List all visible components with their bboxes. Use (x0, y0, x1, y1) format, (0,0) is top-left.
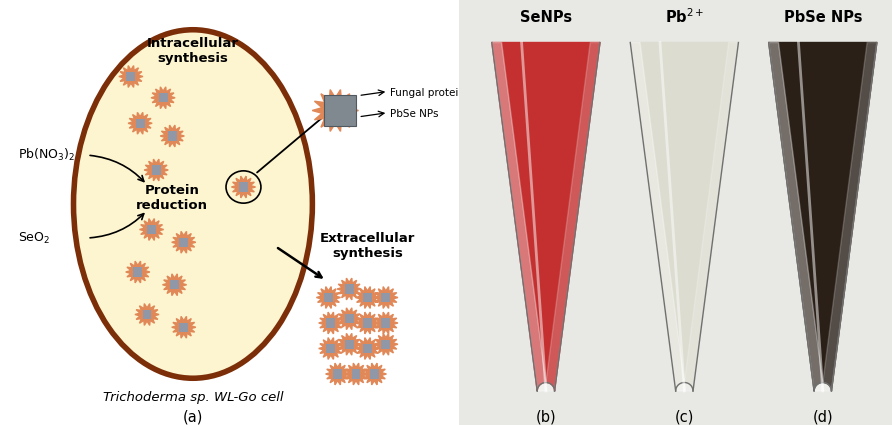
Polygon shape (179, 323, 188, 332)
Polygon shape (545, 42, 600, 391)
Text: PbSe NPs: PbSe NPs (390, 109, 438, 119)
Ellipse shape (73, 30, 312, 378)
Text: (b): (b) (535, 409, 557, 424)
Polygon shape (370, 369, 379, 379)
Text: Pb$^{2+}$: Pb$^{2+}$ (665, 8, 704, 26)
Polygon shape (351, 369, 360, 379)
Polygon shape (334, 369, 343, 379)
Polygon shape (139, 218, 163, 241)
Text: SeO$_2$: SeO$_2$ (19, 230, 51, 246)
Polygon shape (168, 131, 177, 141)
Polygon shape (382, 340, 391, 349)
Polygon shape (382, 318, 391, 328)
Polygon shape (171, 231, 196, 253)
Polygon shape (135, 303, 159, 326)
Text: (d): (d) (813, 409, 833, 424)
Polygon shape (337, 333, 361, 355)
Text: Pb(NO$_3$)$_2$: Pb(NO$_3$)$_2$ (19, 147, 76, 163)
Polygon shape (159, 93, 168, 102)
Polygon shape (318, 312, 343, 334)
Text: (a): (a) (183, 409, 203, 424)
Polygon shape (769, 42, 824, 391)
Polygon shape (326, 344, 335, 353)
Text: PbSe NPs: PbSe NPs (783, 9, 862, 25)
Polygon shape (312, 90, 359, 131)
Polygon shape (355, 312, 380, 334)
Polygon shape (344, 284, 353, 294)
Polygon shape (326, 102, 344, 119)
Polygon shape (769, 42, 877, 391)
Text: Extracellular
synthesis: Extracellular synthesis (320, 232, 415, 261)
Polygon shape (363, 318, 372, 328)
Polygon shape (324, 293, 333, 302)
Polygon shape (631, 42, 685, 391)
Polygon shape (152, 165, 161, 175)
Polygon shape (344, 363, 368, 385)
Polygon shape (344, 340, 353, 349)
Polygon shape (363, 344, 372, 353)
Polygon shape (374, 286, 398, 309)
Polygon shape (344, 314, 353, 323)
Polygon shape (231, 176, 255, 198)
Text: Fungal protein: Fungal protein (390, 88, 465, 98)
Polygon shape (382, 293, 391, 302)
Text: SeNPs: SeNPs (520, 9, 572, 25)
Polygon shape (179, 238, 188, 247)
Text: (c): (c) (674, 409, 694, 424)
Polygon shape (374, 333, 398, 355)
Polygon shape (133, 267, 143, 277)
Polygon shape (170, 280, 179, 289)
Polygon shape (337, 308, 361, 330)
Polygon shape (374, 312, 398, 334)
Polygon shape (143, 310, 152, 319)
Polygon shape (317, 286, 341, 309)
Polygon shape (128, 112, 153, 134)
Text: Trichoderma sp. WL-Go cell: Trichoderma sp. WL-Go cell (103, 391, 283, 404)
Polygon shape (161, 125, 185, 147)
Bar (324, 95, 356, 127)
Text: Protein
reduction: Protein reduction (136, 184, 208, 212)
Polygon shape (318, 337, 343, 360)
Polygon shape (337, 278, 361, 300)
Polygon shape (822, 42, 877, 391)
Polygon shape (147, 225, 156, 234)
Polygon shape (126, 261, 150, 283)
Polygon shape (171, 316, 196, 338)
Text: Intracellular
synthesis: Intracellular synthesis (147, 37, 239, 65)
Polygon shape (355, 337, 380, 360)
Polygon shape (631, 42, 739, 391)
Polygon shape (491, 42, 547, 391)
Polygon shape (362, 363, 386, 385)
Polygon shape (363, 293, 372, 302)
Polygon shape (355, 286, 380, 309)
Polygon shape (326, 363, 350, 385)
Polygon shape (151, 87, 175, 109)
Polygon shape (239, 182, 248, 192)
Polygon shape (162, 274, 186, 296)
Polygon shape (127, 72, 136, 81)
Polygon shape (119, 65, 143, 88)
Polygon shape (683, 42, 739, 391)
Polygon shape (136, 119, 145, 128)
Polygon shape (145, 159, 169, 181)
Polygon shape (326, 318, 335, 328)
Polygon shape (491, 42, 600, 391)
